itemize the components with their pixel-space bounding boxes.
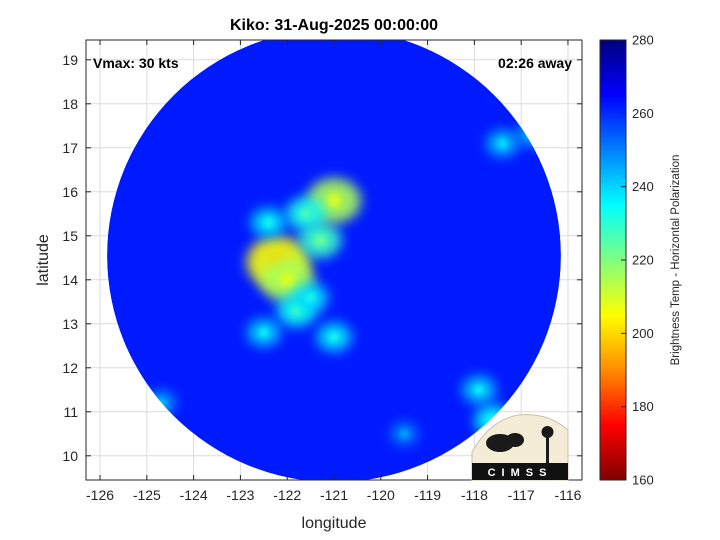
swath-image [107,40,561,480]
colorbar-label: Brightness Temp - Horizontal Polarizatio… [670,155,682,366]
plot-area: -126 -125 -124 -123 -122 -121 -120 -119 -118 -117… [62,39,583,503]
cold-features [146,122,545,445]
colorbar-ticks: 160 180 200 220 240 260 280 [621,33,654,488]
cold-feature-core [328,331,340,343]
y-tick-label: 19 [62,52,78,68]
logo-tower-icon [546,433,549,463]
x-tick-label: -118 [461,487,488,503]
x-tick-label: -126 [86,487,114,503]
swath-background [107,40,561,480]
y-tick-label: 18 [62,96,78,112]
axis-ticks: -126 -125 -124 -123 -122 -121 -120 -119 -118 -117… [62,40,582,503]
x-tick-label: -123 [226,487,254,503]
logo-text: CIMSS [488,467,553,479]
time-away-annotation: 02:26 away [498,55,572,71]
cold-feature-core [259,327,269,338]
colorbar-tick-label: 180 [632,399,654,414]
x-tick-label: -121 [320,487,348,503]
logo-dish-icon-2 [506,433,524,447]
cold-feature-core [300,208,312,220]
cold-feature-core [497,138,508,148]
chart-title: Kiko: 31-Aug-2025 00:00:00 [230,17,438,34]
x-tick-label: -120 [367,487,395,503]
colorbar-tick-label: 260 [632,106,654,121]
y-tick-label: 14 [62,272,78,288]
x-tick-label: -116 [554,487,581,503]
vmax-annotation: Vmax: 30 kts [93,55,179,71]
colorbar-tick-label: 220 [632,253,654,268]
cold-feature-core [313,233,327,247]
colorbar-tick-label: 280 [632,33,654,48]
x-axis-label: longitude [302,515,367,532]
colorbar-tick-label: 160 [632,473,654,488]
x-tick-label: -125 [133,487,161,503]
y-tick-label: 12 [62,360,78,376]
x-tick-label: -117 [508,487,535,503]
colorbar-tick-label: 200 [632,326,654,341]
y-tick-label: 13 [62,316,78,332]
cold-feature-core [263,217,274,228]
y-tick-label: 17 [62,140,78,156]
colorbar: 160 180 200 220 240 260 280 Brightness Temp - … [599,33,682,488]
cold-feature-core [400,429,409,438]
cold-feature-core [326,192,342,209]
colorbar-tick-label: 240 [632,179,654,194]
x-tick-label: -119 [414,487,441,503]
x-tick-label: -124 [180,487,208,503]
y-tick-label: 15 [62,228,78,244]
cold-feature-core [305,292,316,303]
cold-feature-core [279,271,296,288]
y-tick-label: 11 [63,404,78,420]
cold-feature-core [474,385,484,395]
logo-band [472,463,568,480]
logo-tower-tank-icon [541,426,554,438]
y-tick-label: 16 [62,184,78,200]
y-axis-label: latitude [35,234,52,286]
x-tick-label: -122 [273,487,301,503]
cimss-logo: CIMSS [471,414,569,481]
y-tick-label: 10 [62,448,78,464]
